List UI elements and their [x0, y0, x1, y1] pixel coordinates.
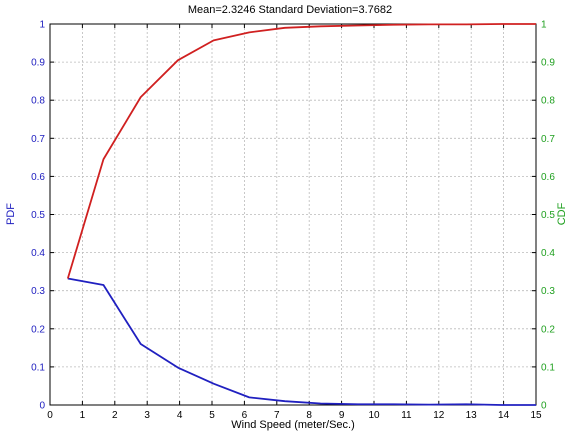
- y-tick-label-right: 0.3: [541, 286, 555, 297]
- x-tick-label: 11: [401, 410, 412, 421]
- x-tick-label: 5: [209, 410, 215, 421]
- x-axis-label: Wind Speed (meter/Sec.): [231, 419, 355, 431]
- y-tick-label-right: 0.9: [541, 58, 555, 69]
- y-tick-label-right: 0.4: [541, 248, 555, 259]
- x-tick-label: 12: [433, 410, 445, 421]
- x-tick-label: 3: [144, 410, 150, 421]
- y-axis-label-right: CDF: [556, 202, 568, 225]
- y-tick-label-right: 0.5: [541, 210, 555, 221]
- y-tick-label-right: 0.6: [541, 172, 555, 183]
- y-tick-label-left: 0.5: [31, 210, 45, 221]
- x-tick-label: 9: [339, 410, 345, 421]
- y-tick-label-right: 0.7: [541, 134, 555, 145]
- y-tick-label-right: 0.1: [541, 362, 555, 373]
- x-tick-label: 6: [242, 410, 248, 421]
- y-axis-label-left: PDF: [5, 203, 17, 225]
- pdf-series-line: [67, 277, 536, 406]
- x-tick-label: 15: [530, 410, 542, 421]
- grid: [50, 24, 536, 405]
- series-layer: [66, 23, 536, 406]
- axis-ticks: 0 1 2 3 4 5 6 7 8 9 10 11 12 13 14 1500.10.20.30.40.50.…: [31, 20, 555, 422]
- x-tick-label: 4: [177, 410, 183, 421]
- x-tick-label: 1: [80, 410, 86, 421]
- cdf-series-line: [66, 23, 536, 279]
- x-tick-label: 8: [306, 410, 312, 421]
- chart-title: Mean=2.3246 Standard Deviation=3.7682: [188, 4, 392, 16]
- x-tick-label: 0: [47, 410, 53, 421]
- x-tick-label: 10: [368, 410, 380, 421]
- y-tick-label-right: 0.8: [541, 96, 555, 107]
- y-tick-label-left: 0.1: [31, 362, 45, 373]
- y-tick-label-left: 0.3: [31, 286, 45, 297]
- y-tick-label-right: 1: [541, 20, 547, 31]
- y-tick-label-left: 0.2: [31, 324, 45, 335]
- x-tick-label: 13: [466, 410, 478, 421]
- y-tick-label-left: 0.4: [31, 248, 45, 259]
- y-tick-label-left: 0: [39, 401, 45, 412]
- y-tick-label-right: 0.2: [541, 324, 555, 335]
- x-tick-label: 7: [274, 410, 280, 421]
- y-tick-label-left: 0.9: [31, 58, 45, 69]
- y-tick-label-left: 1: [39, 20, 45, 31]
- x-tick-label: 2: [112, 410, 118, 421]
- y-tick-label-right: 0: [541, 401, 547, 412]
- y-tick-label-left: 0.6: [31, 172, 45, 183]
- x-tick-label: 14: [498, 410, 510, 421]
- y-tick-label-left: 0.8: [31, 96, 45, 107]
- y-tick-label-left: 0.7: [31, 134, 45, 145]
